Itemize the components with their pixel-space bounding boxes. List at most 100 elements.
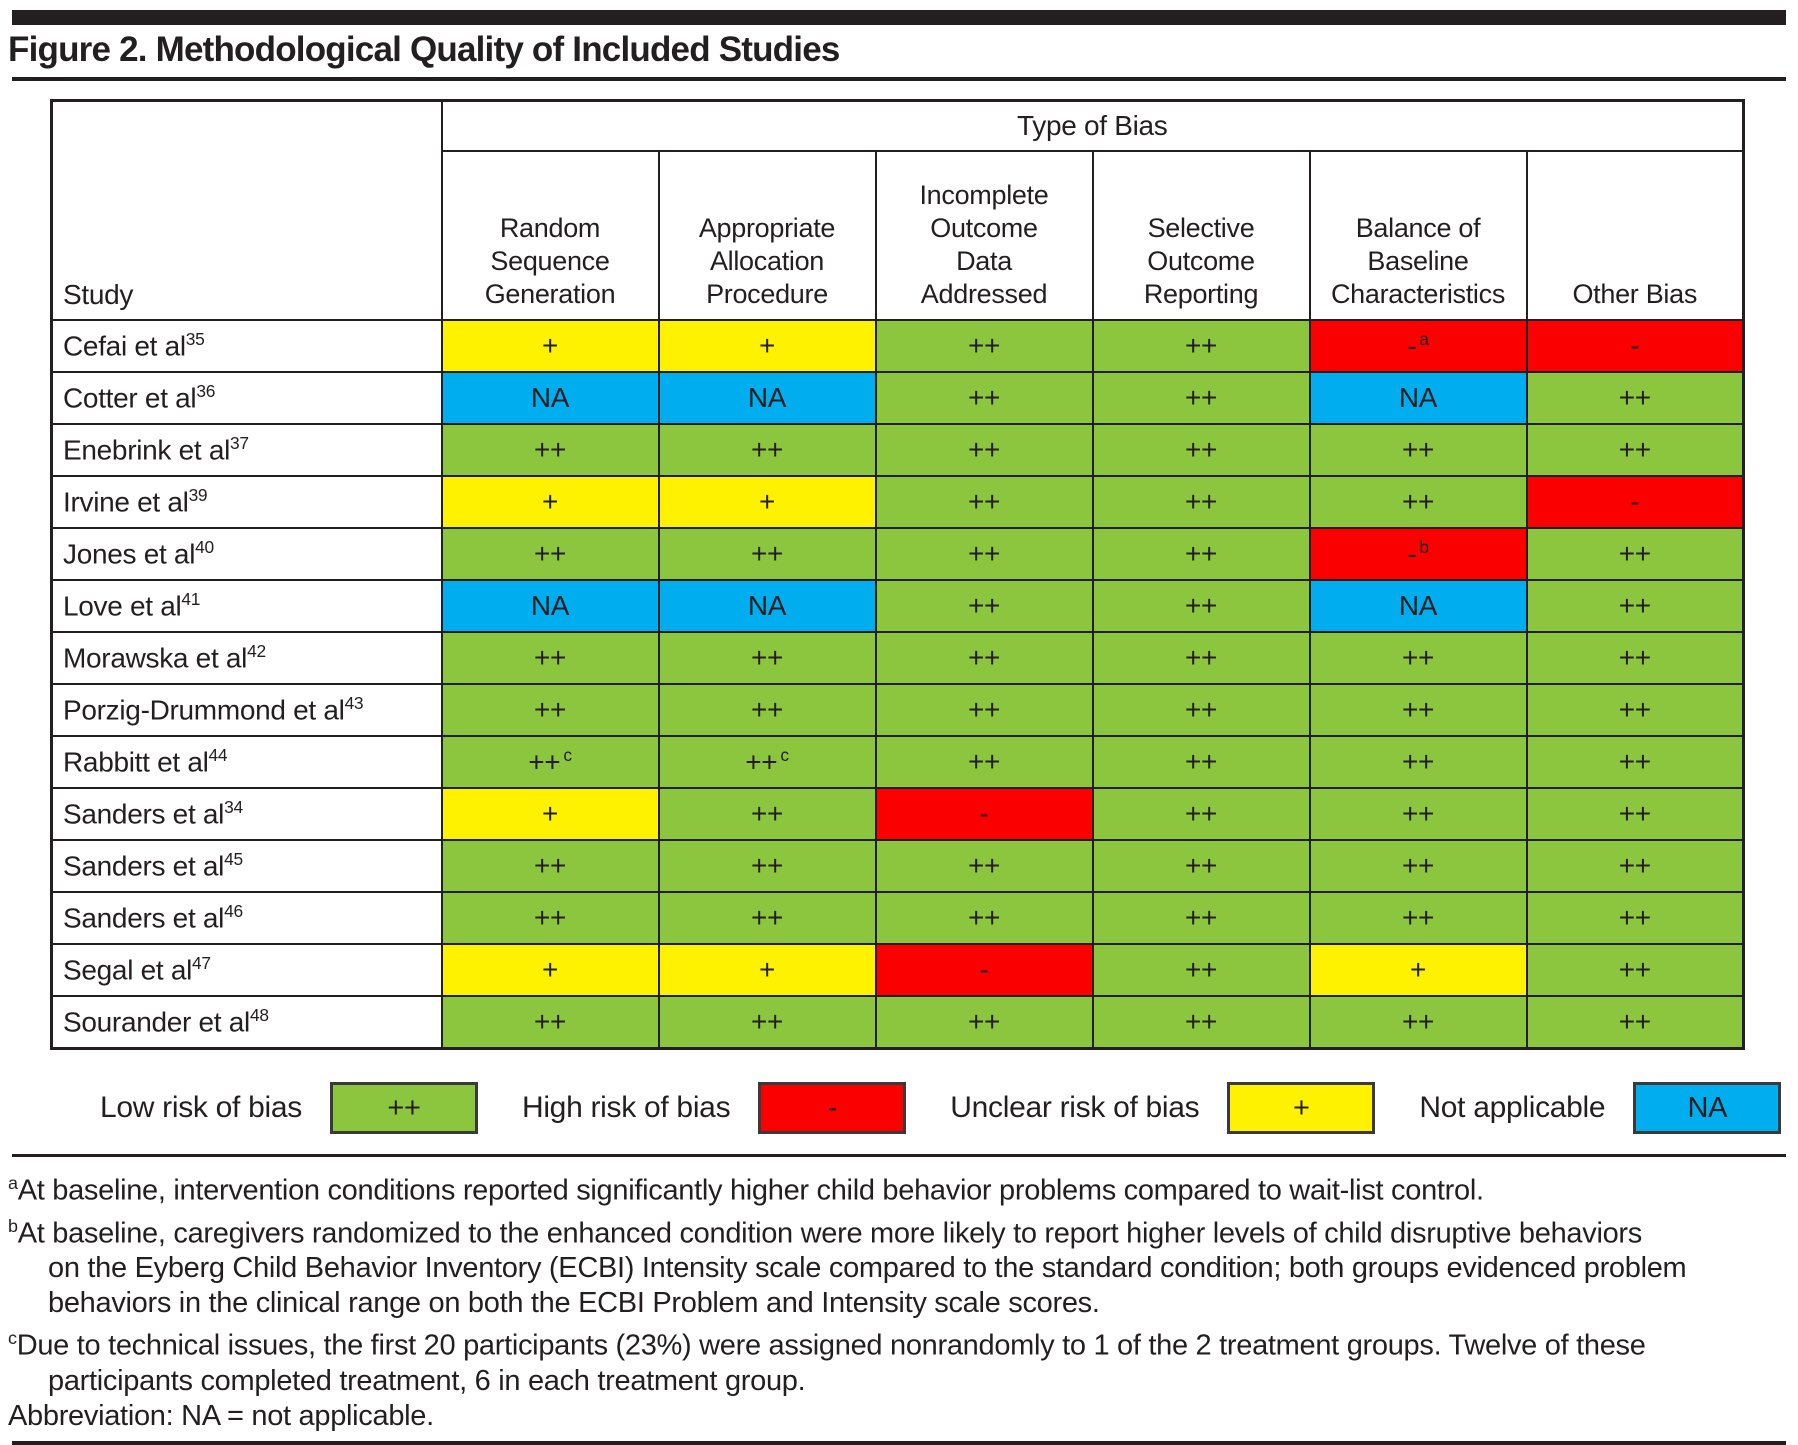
study-name: Sanders et al45: [50, 839, 443, 893]
figure-title: Figure 2. Methodological Quality of Incl…: [8, 30, 840, 69]
bias-cell: ++: [1091, 371, 1311, 425]
study-ref: 35: [185, 329, 205, 350]
footnote-marker: a: [8, 1173, 18, 1193]
bias-cell: ++: [1525, 579, 1745, 633]
bias-cell: ++ c: [440, 735, 660, 789]
bias-cell: ++: [1525, 371, 1745, 425]
column-header-line: Data: [956, 246, 1012, 276]
study-ref: 40: [195, 537, 214, 558]
cell-footnote-marker: a: [1419, 329, 1429, 350]
column-header-line: Other Bias: [1572, 279, 1698, 309]
bias-cell: ++: [440, 527, 660, 581]
table-row: Porzig-Drummond et al43 ++ ++ ++ ++ ++ ++: [50, 683, 1745, 737]
bottom-rule: [12, 1440, 1786, 1445]
bias-cell: ++: [1091, 527, 1311, 581]
bias-cell: ++: [440, 995, 660, 1050]
bias-cell: ++: [1091, 579, 1311, 633]
column-header-line: Random: [499, 213, 601, 243]
study-name: Irvine et al39: [50, 475, 443, 529]
bias-cell: ++: [874, 839, 1094, 893]
bias-cell: ++: [657, 891, 877, 945]
footnote-line: on the Eyberg Child Behavior Inventory (…: [48, 1252, 1687, 1285]
bias-cell: ++: [1525, 423, 1745, 477]
column-header-line: Characteristics: [1330, 279, 1506, 309]
study-ref: 34: [224, 797, 243, 818]
bias-cell: +: [657, 943, 877, 997]
study-name: Cotter et al36: [50, 371, 443, 425]
bias-cell: +: [440, 943, 660, 997]
bias-cell: ++: [874, 371, 1094, 425]
column-header-line: Incomplete: [919, 180, 1049, 210]
footnote-line: cDue to technical issues, the first 20 p…: [8, 1328, 1646, 1362]
footnote-line: bAt baseline, caregivers randomized to t…: [8, 1215, 1642, 1250]
bias-cell: ++: [1308, 995, 1528, 1050]
column-header-line: Baseline: [1367, 246, 1469, 276]
bias-cell: ++: [874, 527, 1094, 581]
column-header: Incomplete Outcome Data Addressed: [874, 150, 1094, 321]
study-ref: 41: [181, 589, 201, 610]
bias-cell: ++: [1525, 787, 1745, 841]
study-ref: 47: [192, 953, 211, 974]
footnote-marker: b: [8, 1215, 18, 1236]
cell-footnote-marker: c: [563, 745, 572, 766]
footnotes: aAt baseline, intervention conditions re…: [8, 1166, 1798, 1434]
bias-cell: ++: [657, 787, 877, 841]
bias-cell: ++: [440, 631, 660, 685]
column-header-line: Outcome: [1147, 246, 1255, 276]
bias-cell: ++: [1091, 683, 1311, 737]
column-header-line: Allocation: [709, 246, 825, 276]
table-row: Cefai et al35 + + ++ ++ - a -: [50, 319, 1745, 373]
legend-item: Unclear risk of bias +: [950, 1082, 1419, 1134]
bias-cell: ++: [1091, 735, 1311, 789]
bias-cell: -: [1525, 319, 1745, 373]
study-ref: 44: [208, 745, 228, 766]
bias-cell: ++: [1308, 839, 1528, 893]
bias-cell: ++: [1525, 995, 1745, 1050]
column-header-line: Selective: [1147, 213, 1255, 243]
study-ref: 39: [188, 485, 208, 506]
study-name: Segal et al47: [50, 943, 443, 997]
legend-swatch-high: -: [758, 1082, 907, 1134]
footnote-marker: c: [8, 1328, 17, 1349]
column-header: Appropriate Allocation Procedure: [657, 150, 877, 321]
bias-cell: ++: [1091, 631, 1311, 685]
column-header-line: Addressed: [920, 279, 1048, 309]
study-ref: 43: [344, 693, 364, 714]
bias-cell: ++: [1308, 891, 1528, 945]
bias-cell: ++: [1091, 839, 1311, 893]
column-header: Other Bias: [1525, 150, 1745, 321]
footnote-rule: [12, 1154, 1786, 1157]
cell-footnote-marker: b: [1419, 537, 1429, 558]
legend-item: Low risk of bias ++: [100, 1082, 522, 1134]
bias-cell: ++: [1091, 787, 1311, 841]
bias-cell: ++: [1308, 787, 1528, 841]
bias-cell: ++: [874, 475, 1094, 529]
table-row: Enebrink et al37 ++ ++ ++ ++ ++ ++: [50, 423, 1745, 477]
cell-footnote-marker: c: [780, 745, 789, 766]
study-name: Love et al41: [50, 579, 443, 633]
legend-swatch-low: ++: [329, 1082, 478, 1134]
study-name: Porzig-Drummond et al43: [50, 683, 443, 737]
bias-cell: ++: [1091, 423, 1311, 477]
legend-item: Not applicable NA: [1419, 1082, 1782, 1134]
column-header: Balance of Baseline Characteristics: [1308, 150, 1528, 321]
bias-cell: ++: [657, 995, 877, 1050]
title-rule: [12, 77, 1786, 81]
bias-cell: ++: [440, 891, 660, 945]
bias-cell: +: [440, 319, 660, 373]
bias-cell: -: [874, 787, 1094, 841]
legend-swatch-unclear: +: [1227, 1082, 1376, 1134]
bias-cell: ++: [657, 683, 877, 737]
bias-cell: ++: [440, 839, 660, 893]
study-name: Sanders et al34: [50, 787, 443, 841]
bias-cell: ++: [1091, 891, 1311, 945]
study-name: Sourander et al48: [50, 995, 443, 1050]
column-header-line: Procedure: [706, 279, 828, 309]
column-header-line: Sequence: [490, 246, 610, 276]
top-rule-bar: [12, 10, 1786, 25]
bias-cell: ++: [1091, 943, 1311, 997]
bias-cell: ++: [1525, 527, 1745, 581]
legend-label: Unclear risk of bias: [950, 1091, 1200, 1124]
study-name: Cefai et al35: [50, 319, 443, 373]
column-header-line: Generation: [484, 279, 616, 309]
